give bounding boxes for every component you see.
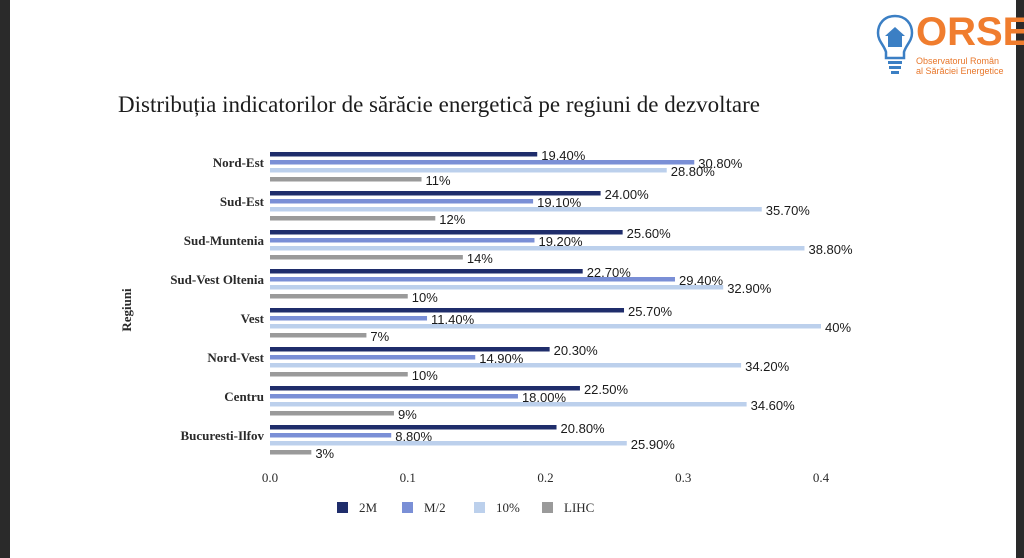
bar [270, 411, 394, 416]
legend-swatch [402, 502, 413, 513]
data-label: 20.80% [561, 421, 606, 436]
data-label: 10% [412, 368, 438, 383]
legend-label: 2M [359, 500, 378, 515]
legend-swatch [474, 502, 485, 513]
bar [270, 255, 463, 260]
right-edge [1016, 0, 1024, 558]
lightbulb-house-icon [876, 14, 914, 74]
category-label: Bucuresti-Ilfov [180, 428, 264, 443]
data-label: 24.00% [605, 187, 650, 202]
brand-subtitle-line1: Observatorul Român [916, 56, 1000, 66]
legend-label: M/2 [424, 500, 446, 515]
legend-label: 10% [496, 500, 520, 515]
data-label: 18.00% [522, 390, 567, 405]
data-label: 25.70% [628, 304, 673, 319]
category-label: Sud-Muntenia [184, 233, 265, 248]
data-label: 11.40% [431, 312, 475, 327]
orse-logo: ORSE Observatorul Român al Sărăciei Ener… [876, 10, 1024, 78]
bar [270, 199, 534, 204]
data-label: 9% [398, 407, 417, 422]
bar [270, 347, 550, 352]
category-label: Nord-Est [213, 155, 265, 170]
bar [270, 308, 625, 313]
bar [270, 191, 601, 196]
data-label: 28.80% [671, 164, 716, 179]
data-label: 32.90% [727, 281, 772, 296]
data-label: 20.30% [554, 343, 599, 358]
data-label: 38.80% [808, 242, 853, 257]
bar [270, 433, 392, 438]
x-tick-label: 0.1 [400, 470, 416, 485]
bar [270, 216, 436, 221]
data-label: 25.60% [627, 226, 672, 241]
data-label: 7% [370, 329, 389, 344]
bar [270, 160, 695, 165]
brand-subtitle-line2: al Sărăciei Energetice [916, 66, 1004, 76]
bar [270, 363, 742, 368]
bar [270, 152, 538, 157]
data-label: 35.70% [766, 203, 811, 218]
category-label: Vest [241, 311, 265, 326]
category-label: Sud-Est [220, 194, 265, 209]
data-label: 14% [467, 251, 493, 266]
bar [270, 355, 476, 360]
data-label: 25.90% [631, 437, 676, 452]
bar [270, 168, 667, 173]
bar [270, 246, 805, 251]
y-axis-title: Regiuni [119, 288, 134, 332]
legend-swatch [542, 502, 553, 513]
bar [270, 238, 535, 243]
bar [270, 402, 747, 407]
bar [270, 316, 428, 321]
data-label: 19.20% [538, 234, 583, 249]
data-label: 11% [426, 173, 451, 188]
bar [270, 177, 422, 182]
data-label: 12% [439, 212, 465, 227]
data-label: 40% [825, 320, 851, 335]
data-label: 14.90% [479, 351, 524, 366]
bar [270, 324, 821, 329]
x-tick-label: 0.0 [262, 470, 278, 485]
legend-label: LIHC [564, 500, 594, 515]
data-label: 34.20% [745, 359, 790, 374]
data-label: 19.10% [537, 195, 582, 210]
chart-title: Distribuția indicatorilor de sărăcie ene… [118, 92, 761, 117]
brand-name: ORSE [916, 10, 1024, 54]
bar [270, 372, 408, 377]
data-label: 19.40% [541, 148, 586, 163]
x-tick-label: 0.3 [675, 470, 691, 485]
data-label: 3% [315, 446, 334, 461]
bar [270, 230, 623, 235]
data-label: 8.80% [395, 429, 432, 444]
data-label: 34.60% [751, 398, 796, 413]
category-label: Centru [224, 389, 264, 404]
data-label: 22.70% [587, 265, 632, 280]
category-label: Sud-Vest Oltenia [170, 272, 264, 287]
data-label: 30.80% [698, 156, 743, 171]
data-label: 22.50% [584, 382, 629, 397]
bar [270, 333, 367, 338]
bar [270, 207, 762, 212]
bar [270, 269, 583, 274]
bar [270, 294, 408, 299]
bar [270, 425, 557, 430]
data-label: 29.40% [679, 273, 724, 288]
legend-swatch [337, 502, 348, 513]
category-label: Nord-Vest [207, 350, 264, 365]
bar [270, 450, 312, 455]
x-tick-label: 0.4 [813, 470, 830, 485]
bar [270, 285, 724, 290]
bar [270, 441, 627, 446]
bar [270, 394, 518, 399]
bar [270, 277, 675, 282]
x-tick-label: 0.2 [537, 470, 553, 485]
data-label: 10% [412, 290, 438, 305]
left-edge [0, 0, 10, 558]
bar [270, 386, 580, 391]
